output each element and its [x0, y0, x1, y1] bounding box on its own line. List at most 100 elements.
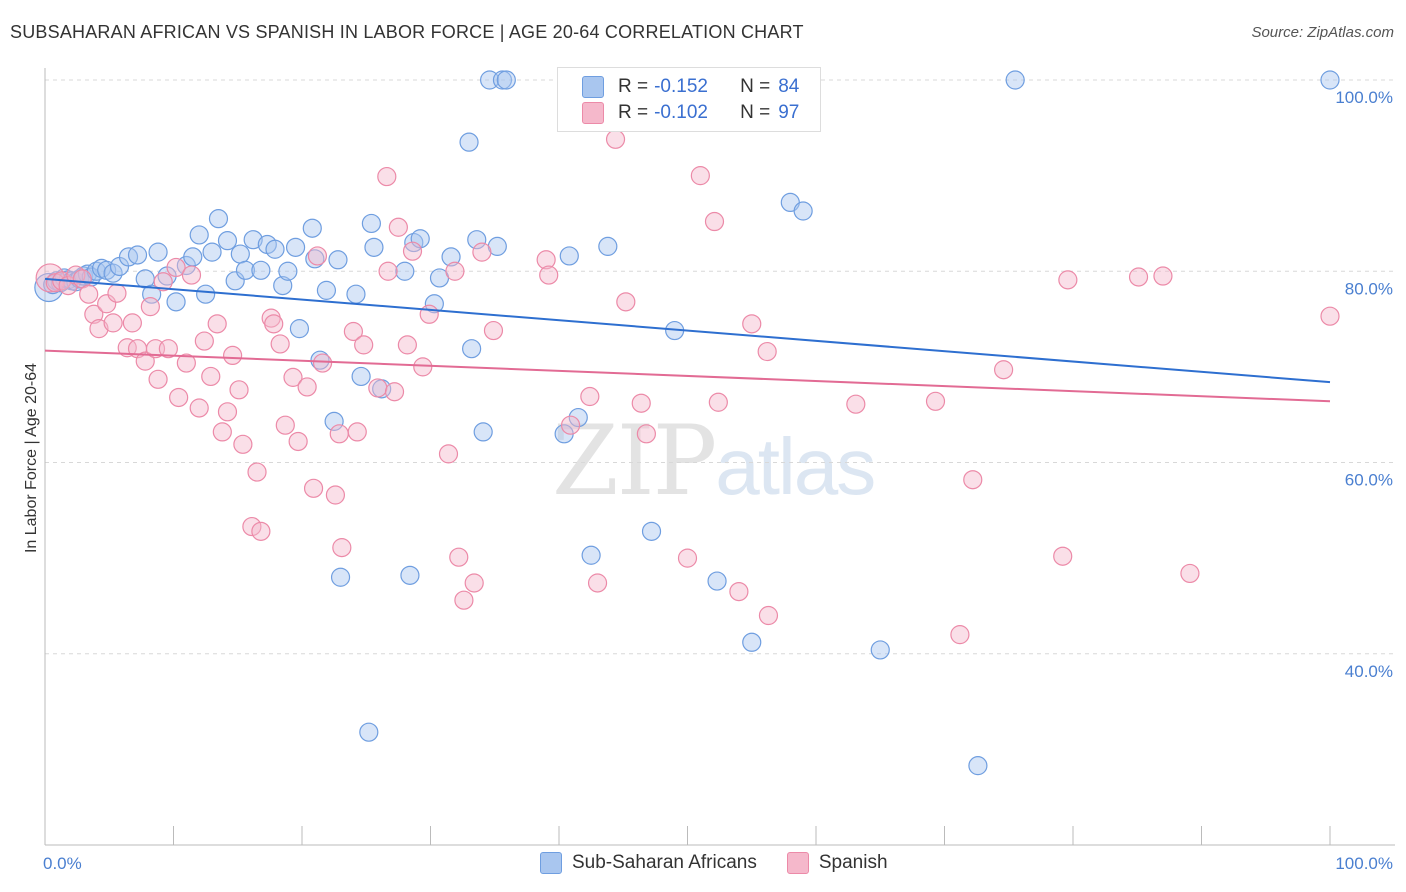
data-point [1320, 306, 1340, 326]
data-point [560, 415, 581, 435]
data-point [1005, 70, 1025, 90]
data-point [189, 398, 209, 418]
r-label: R = [618, 76, 649, 97]
data-point [97, 294, 117, 314]
data-point [445, 261, 465, 281]
data-point [225, 271, 245, 291]
data-point [166, 292, 186, 312]
r-value: -0.102 [654, 102, 708, 123]
data-point [581, 545, 601, 565]
data-point [316, 280, 337, 300]
r-label: R = [618, 102, 649, 123]
data-point [384, 382, 405, 402]
data-point [1320, 70, 1340, 90]
data-point [207, 314, 227, 334]
data-point [968, 756, 988, 776]
data-point [438, 444, 459, 464]
data-point [289, 319, 310, 339]
data-point [361, 213, 381, 234]
data-point [212, 422, 232, 442]
data-point [757, 341, 777, 362]
data-point [135, 351, 155, 371]
data-point [196, 284, 216, 304]
series-spanish [35, 70, 1340, 645]
data-point [378, 261, 398, 281]
data-point [963, 470, 983, 490]
trend-lines [44, 277, 1331, 403]
data-point [265, 239, 285, 259]
data-point [275, 415, 295, 435]
data-point [449, 547, 469, 567]
data-point [580, 386, 600, 407]
data-point [636, 424, 656, 444]
y-tick-label: 60.0% [1345, 471, 1393, 490]
data-point [994, 360, 1014, 380]
data-point [176, 353, 196, 373]
data-point [166, 257, 186, 278]
data-point [400, 565, 420, 585]
axes [44, 68, 1395, 846]
data-point [223, 345, 243, 365]
data-point [233, 434, 253, 454]
data-point [1153, 266, 1173, 286]
data-point [307, 246, 328, 266]
data-point [217, 231, 238, 251]
watermark: ZIPatlas [552, 405, 876, 517]
stats-row-spanish: R = -0.102 N = 97 [582, 101, 799, 125]
data-point [568, 407, 588, 428]
data-point [690, 166, 710, 186]
source-credit: Source: ZipAtlas.com [1251, 24, 1394, 41]
stats-row-subsaharan: R = -0.152 N = 84 [582, 75, 799, 99]
legend-swatch-subsaharan [540, 852, 562, 874]
data-point [251, 260, 271, 280]
data-point [273, 275, 293, 296]
data-point [704, 211, 725, 232]
legend-swatch-spanish [582, 102, 604, 124]
data-point [1058, 270, 1078, 290]
data-point [243, 230, 263, 250]
data-point [183, 247, 203, 267]
data-point [288, 431, 308, 452]
data-point [402, 241, 423, 261]
data-point [312, 353, 333, 373]
legend-item-subsaharan[interactable]: Sub-Saharan Africans [540, 852, 757, 874]
data-point [413, 357, 433, 377]
data-point [605, 129, 626, 149]
data-point [347, 422, 367, 442]
trend-line [44, 277, 1331, 384]
legend-item-spanish[interactable]: Spanish [786, 852, 888, 874]
data-point [473, 422, 493, 442]
data-point [251, 521, 271, 541]
data-point [616, 292, 636, 312]
data-point [270, 334, 290, 354]
data-point [303, 478, 324, 498]
x-tick-label: 100.0% [1335, 854, 1393, 873]
data-point [278, 261, 298, 281]
data-point [158, 339, 178, 359]
data-point [631, 393, 651, 413]
data-point [328, 250, 348, 270]
data-point [397, 335, 417, 355]
legend-label-subsaharan: Sub-Saharan Africans [572, 852, 757, 873]
data-point [324, 411, 344, 431]
data-point [89, 319, 109, 339]
data-point [140, 297, 160, 317]
series-subsaharan [34, 70, 1340, 776]
data-point [305, 249, 325, 269]
data-point [153, 272, 173, 292]
data-point [351, 366, 371, 387]
tick-labels: 40.0% 60.0% 80.0% 100.0% 0.0% 100.0% [43, 88, 1393, 873]
n-label: N = [740, 102, 771, 123]
data-point [870, 640, 890, 660]
data-point [598, 236, 618, 256]
y-tick-label: 100.0% [1335, 88, 1393, 107]
data-point [1128, 267, 1149, 287]
data-point [79, 284, 99, 304]
data-point [354, 335, 374, 355]
data-point [247, 462, 267, 482]
data-point [346, 284, 366, 304]
data-point [539, 265, 559, 285]
data-point [148, 242, 168, 262]
data-point [127, 245, 148, 265]
data-point [459, 132, 479, 152]
